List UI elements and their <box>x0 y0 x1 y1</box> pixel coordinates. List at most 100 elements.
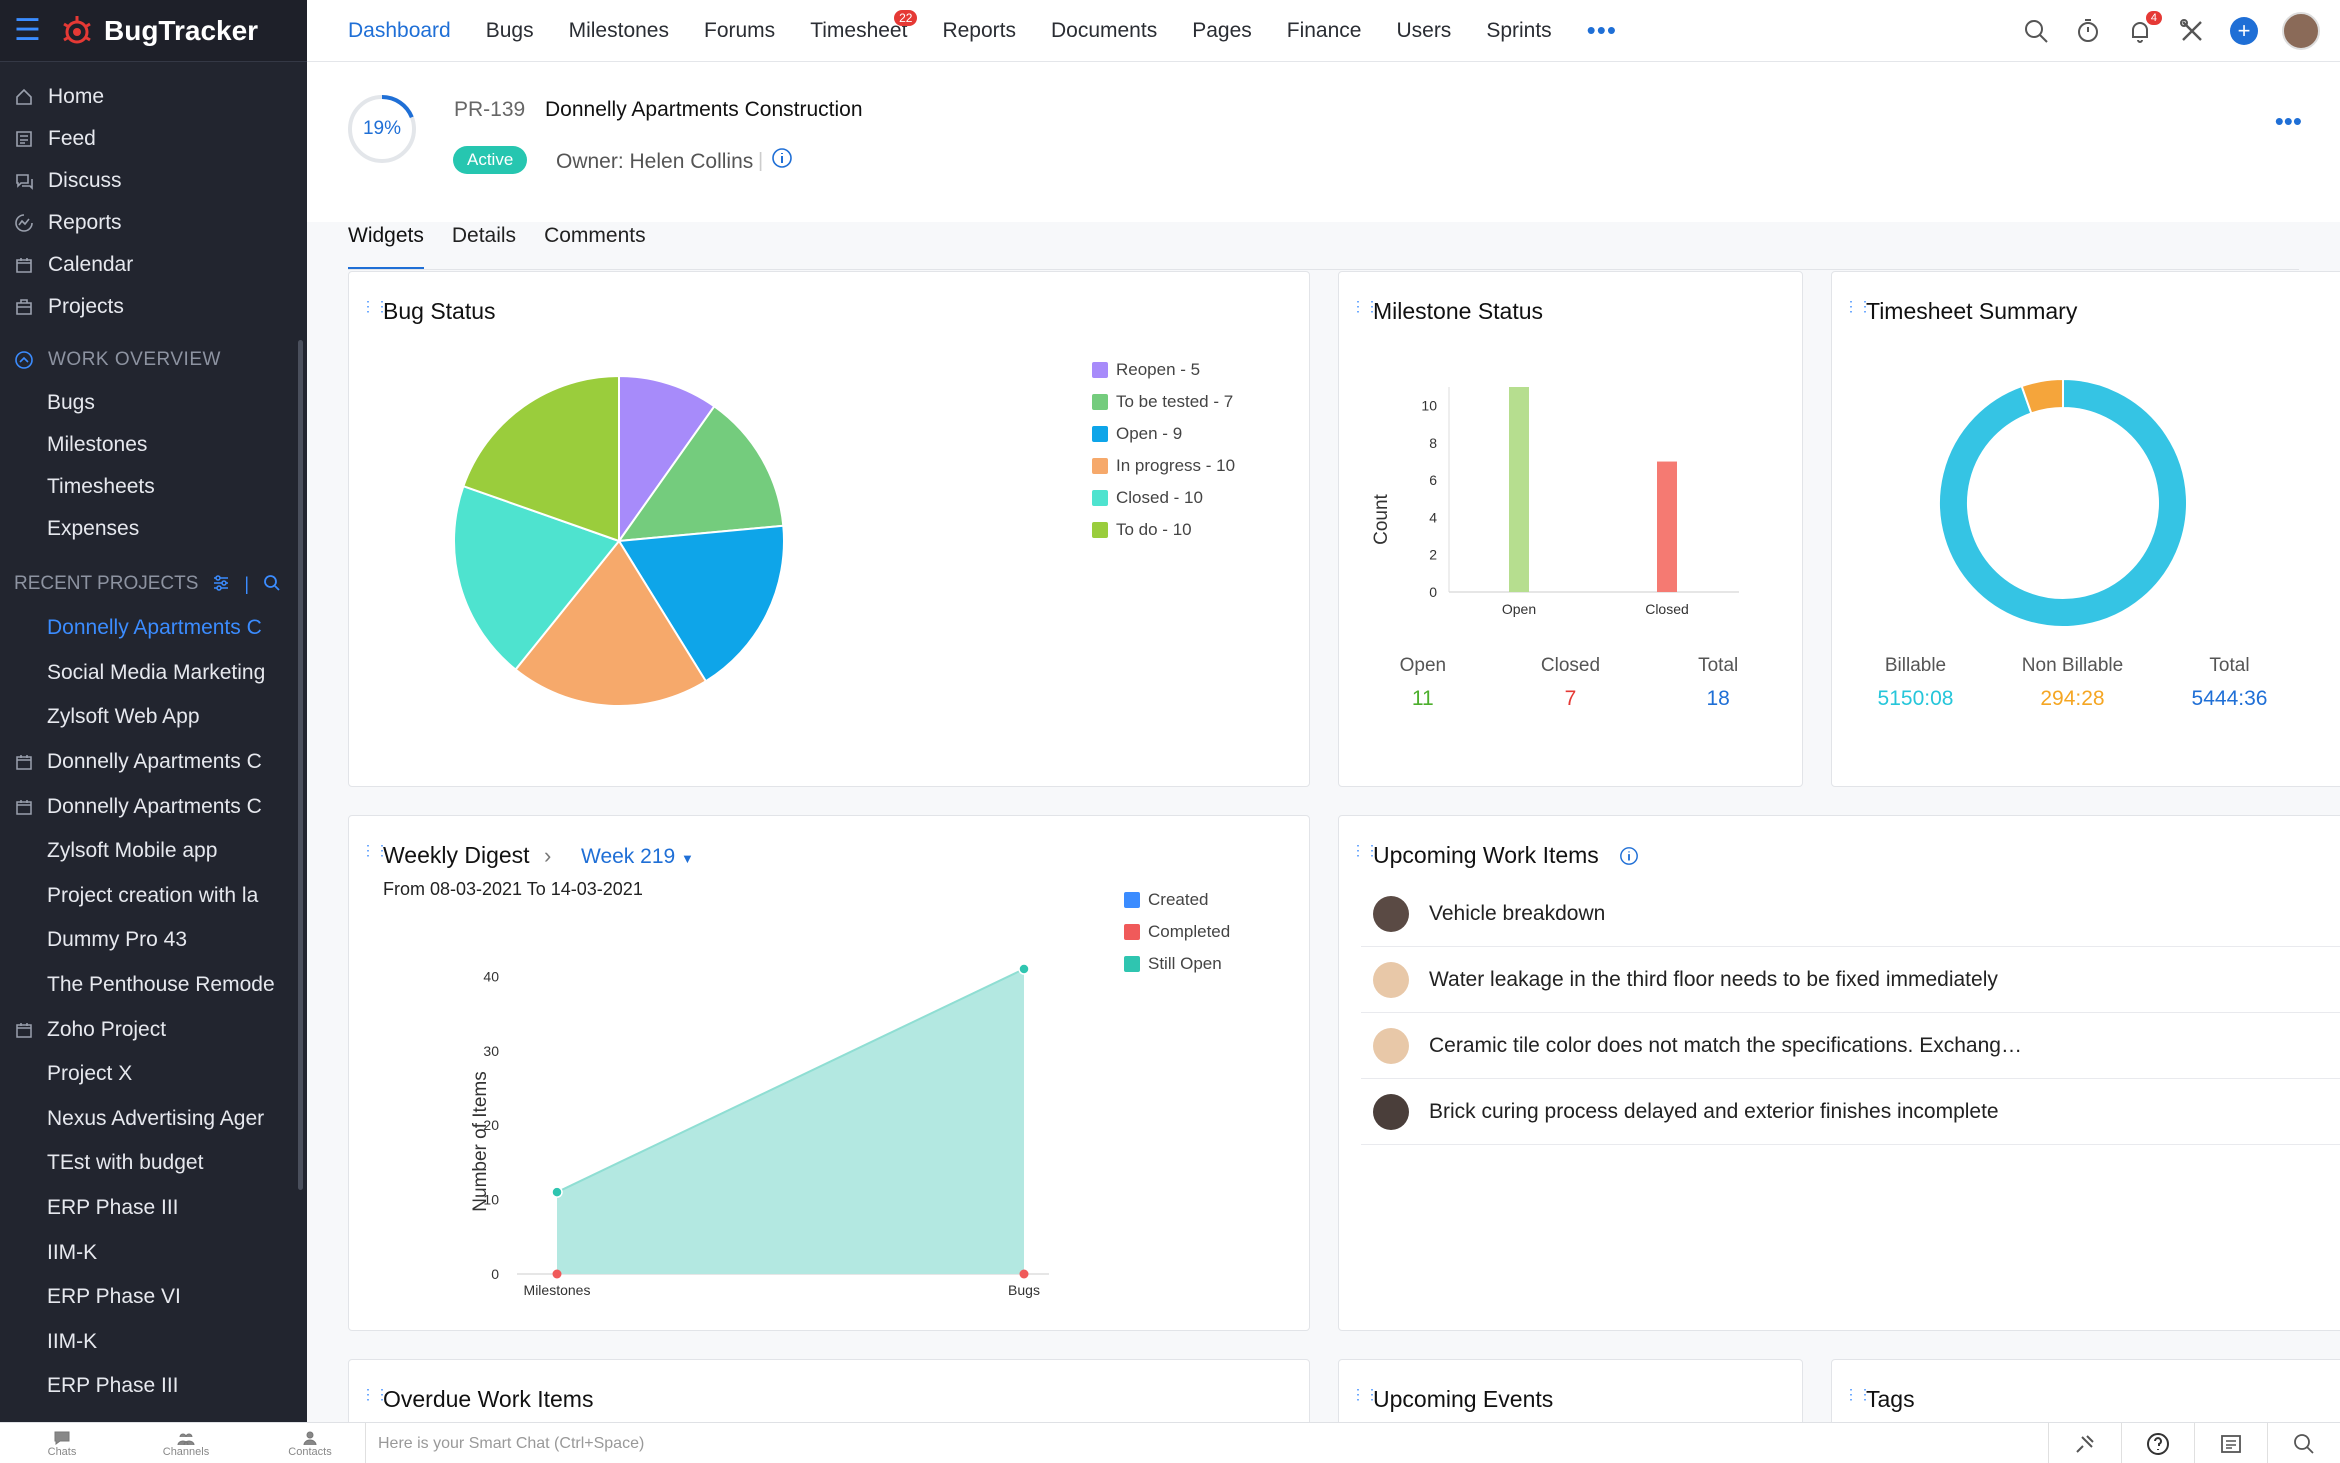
drag-handle-icon[interactable]: ⋮⋮ <box>361 1386 389 1402</box>
tab-details[interactable]: Details <box>451 224 517 247</box>
data-point[interactable] <box>1019 1269 1029 1279</box>
drag-handle-icon[interactable]: ⋮⋮ <box>1844 298 1872 314</box>
drag-handle-icon[interactable]: ⋮⋮ <box>361 842 389 858</box>
tools-icon[interactable] <box>2178 17 2206 45</box>
status-badge[interactable]: Active <box>453 146 528 174</box>
pie-slice[interactable] <box>618 374 716 545</box>
search-icon[interactable] <box>2022 17 2050 45</box>
nav-tab-users[interactable]: Users <box>1396 0 1451 62</box>
data-point[interactable] <box>1018 963 1030 975</box>
recent-project-item[interactable]: ERP Phase III <box>0 1364 307 1409</box>
add-new-button[interactable]: + <box>2230 17 2258 45</box>
drag-handle-icon[interactable]: ⋮⋮ <box>1351 298 1379 314</box>
legend-item[interactable]: In progress - 10 <box>1092 450 1235 482</box>
hamburger-menu-icon[interactable]: ☰ <box>14 14 41 47</box>
pie-slice[interactable] <box>616 404 785 543</box>
drag-handle-icon[interactable]: ⋮⋮ <box>1351 842 1379 858</box>
recent-project-item[interactable]: The Penthouse Remode <box>0 963 307 1008</box>
stat-non-billable[interactable]: Non Billable 294:28 <box>1994 655 2151 711</box>
sidebar-item-discuss[interactable]: Discuss <box>0 160 307 202</box>
legend-item[interactable]: To be tested - 7 <box>1092 386 1235 418</box>
bottom-chats-button[interactable]: Chats <box>0 1423 124 1463</box>
tab-comments[interactable]: Comments <box>544 224 646 247</box>
pie-slice[interactable] <box>2020 377 2064 415</box>
zoom-search-icon[interactable] <box>2267 1423 2340 1463</box>
drag-handle-icon[interactable]: ⋮⋮ <box>361 298 389 314</box>
data-point[interactable] <box>552 1269 562 1279</box>
nav-tab-finance[interactable]: Finance <box>1287 0 1362 62</box>
user-avatar[interactable] <box>2282 12 2320 50</box>
pie-slice[interactable] <box>617 524 785 683</box>
bottom-contacts-button[interactable]: Contacts <box>248 1423 372 1463</box>
work-item-title[interactable]: Ceramic tile color does not match the sp… <box>1429 1033 2042 1057</box>
data-point[interactable] <box>551 1186 563 1198</box>
legend-item[interactable]: Closed - 10 <box>1092 482 1235 514</box>
nav-tab-timesheet[interactable]: Timesheet 22 <box>810 0 918 62</box>
recent-project-item[interactable]: IIM-K <box>0 1230 307 1275</box>
notifications-button[interactable]: 4 <box>2126 11 2162 45</box>
stat-total[interactable]: Total 5444:36 <box>2151 655 2308 711</box>
search-projects-icon[interactable] <box>263 574 281 592</box>
bar[interactable] <box>1657 461 1677 592</box>
sidebar-item-reports[interactable]: Reports <box>0 202 307 244</box>
recent-project-item[interactable]: Zylsoft Mobile app <box>0 829 307 874</box>
nav-tab-reports[interactable]: Reports <box>942 0 1016 62</box>
work-overview-item-milestones[interactable]: Milestones <box>47 433 148 456</box>
stat-total[interactable]: Total 18 <box>1644 655 1792 711</box>
sidebar-item-feed[interactable]: Feed <box>0 118 307 160</box>
recent-project-item[interactable]: ERP Phase VI <box>0 1275 307 1320</box>
recent-project-item[interactable]: Donnelly Apartments C <box>0 784 307 829</box>
filter-icon[interactable] <box>212 574 230 592</box>
recent-project-item[interactable]: Nexus Advertising Ager <box>0 1097 307 1142</box>
pie-slice[interactable] <box>462 374 620 543</box>
recent-project-item[interactable]: IIM-K <box>0 1320 307 1365</box>
info-icon[interactable] <box>771 147 793 169</box>
help-icon[interactable] <box>2121 1423 2194 1463</box>
recent-project-item[interactable]: Zoho Project <box>0 1007 307 1052</box>
stat-billable[interactable]: Billable 5150:08 <box>1837 655 1994 711</box>
pie-slice[interactable] <box>514 539 708 707</box>
work-overview-item-expenses[interactable]: Expenses <box>47 517 140 540</box>
work-item-title[interactable]: Water leakage in the third floor needs t… <box>1429 967 1998 991</box>
recent-project-item[interactable]: Dummy Pro 43 <box>0 918 307 963</box>
legend-item[interactable]: Created <box>1124 884 1230 916</box>
more-nav-icon[interactable]: ••• <box>1586 15 1617 45</box>
plug-icon[interactable] <box>2048 1423 2121 1463</box>
work-overview-item-bugs[interactable]: Bugs <box>47 391 95 414</box>
legend-item[interactable]: Still Open <box>1124 948 1230 980</box>
legend-item[interactable]: Open - 9 <box>1092 418 1235 450</box>
drag-handle-icon[interactable]: ⋮⋮ <box>1351 1386 1379 1402</box>
bottom-channels-button[interactable]: Channels <box>124 1423 248 1463</box>
work-item-row[interactable]: Brick curing process delayed and exterio… <box>1361 1079 2340 1145</box>
work-item-row[interactable]: Water leakage in the third floor needs t… <box>1361 947 2340 1013</box>
drag-handle-icon[interactable]: ⋮⋮ <box>1844 1386 1872 1402</box>
sidebar-item-projects[interactable]: Projects <box>0 286 307 328</box>
nav-tab-documents[interactable]: Documents <box>1051 0 1157 62</box>
bar[interactable] <box>1509 387 1529 592</box>
recent-project-item[interactable]: Donnelly Apartments C <box>0 740 307 785</box>
project-more-icon[interactable]: ••• <box>2274 106 2302 136</box>
recent-project-item[interactable]: Social Media Marketing <box>0 651 307 696</box>
sidebar-item-calendar[interactable]: Calendar <box>0 244 307 286</box>
work-overview-item-timesheets[interactable]: Timesheets <box>47 475 155 498</box>
recent-project-item[interactable]: Project X <box>0 1052 307 1097</box>
sidebar-scrollbar[interactable] <box>298 340 303 1190</box>
legend-item[interactable]: Completed <box>1124 916 1230 948</box>
info-icon[interactable] <box>1619 846 1639 866</box>
work-item-row[interactable]: Ceramic tile color does not match the sp… <box>1361 1013 2340 1079</box>
stat-open[interactable]: Open 11 <box>1349 655 1497 711</box>
chevron-right-icon[interactable]: › <box>544 843 552 868</box>
timer-icon[interactable] <box>2074 17 2102 45</box>
week-selector[interactable]: Week 219 ▼ <box>581 845 694 869</box>
nav-tab-milestones[interactable]: Milestones <box>569 0 669 62</box>
work-item-title[interactable]: Brick curing process delayed and exterio… <box>1429 1099 1999 1123</box>
smart-chat-input[interactable]: Here is your Smart Chat (Ctrl+Space) <box>365 1423 644 1463</box>
work-overview-header[interactable]: WORK OVERVIEW <box>0 338 307 382</box>
tab-widgets[interactable]: Widgets <box>348 222 424 270</box>
nav-tab-dashboard[interactable]: Dashboard <box>348 0 451 62</box>
nav-tab-bugs[interactable]: Bugs <box>486 0 534 62</box>
recent-project-item[interactable]: ERP Phase III <box>0 1186 307 1231</box>
work-item-row[interactable]: Vehicle breakdown03/13/2021 <box>1361 881 2340 947</box>
work-item-title[interactable]: Vehicle breakdown <box>1429 901 1606 925</box>
legend-item[interactable]: Reopen - 5 <box>1092 354 1235 386</box>
